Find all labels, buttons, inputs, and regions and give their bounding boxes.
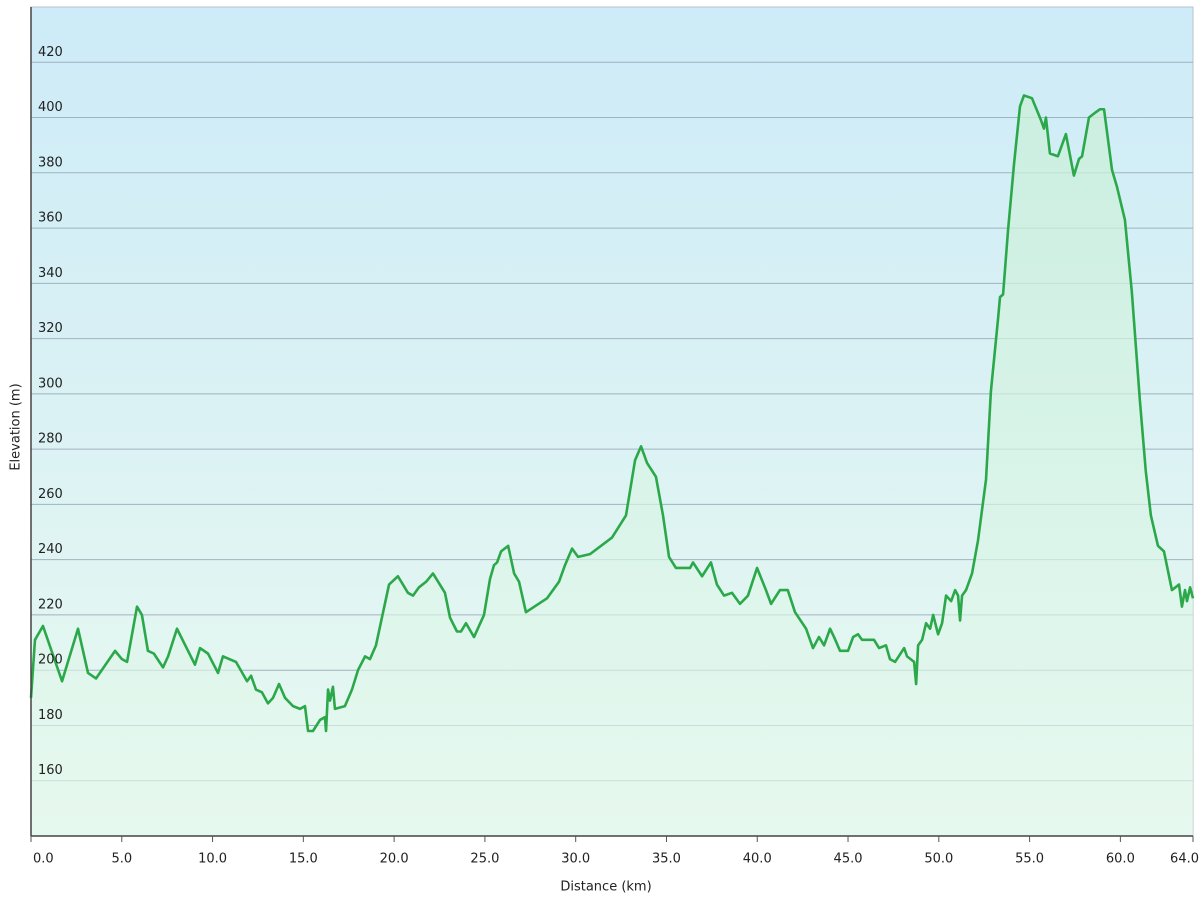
x-tick-label: 40.0 (743, 852, 772, 867)
x-tick-label: 15.0 (289, 852, 318, 867)
y-tick-label: 180 (38, 708, 63, 723)
y-tick-label: 240 (38, 542, 63, 557)
x-tick-label: 35.0 (652, 852, 681, 867)
x-tick-label: 64.0 (1170, 852, 1199, 867)
y-axis-title: Elevation (m) (9, 383, 24, 470)
y-tick-label: 400 (38, 100, 63, 115)
x-tick-label: 5.0 (111, 852, 132, 867)
x-tick-label: 10.0 (198, 852, 227, 867)
x-tick-label: 0.0 (33, 852, 54, 867)
x-tick-label: 30.0 (561, 852, 590, 867)
y-tick-label: 340 (38, 266, 63, 281)
y-tick-label: 380 (38, 155, 63, 170)
y-tick-label: 360 (38, 211, 63, 226)
labels: 160 180 200 220 240 260 280 300 320 340 360 380 400 4… (30, 45, 1199, 867)
elevation-line (29, 94, 1195, 733)
y-tick-label: 300 (38, 376, 63, 391)
y-tick-label: 420 (38, 45, 63, 60)
x-tick-label: 50.0 (924, 852, 953, 867)
y-tick-label: 220 (38, 597, 63, 612)
x-tick-label: 45.0 (834, 852, 863, 867)
y-tick-label: 280 (38, 432, 63, 447)
series (29, 94, 1195, 837)
x-axis-title: Distance (km) (560, 880, 651, 895)
y-tick-label: 160 (38, 763, 63, 778)
x-tick-label: 60.0 (1106, 852, 1135, 867)
y-tick-label: 200 (38, 653, 63, 668)
y-tick-label: 320 (38, 321, 63, 336)
x-tick-label: 25.0 (470, 852, 499, 867)
x-tick-label: 20.0 (380, 852, 409, 867)
x-tick-label: 55.0 (1015, 852, 1044, 867)
y-tick-label: 260 (38, 487, 63, 502)
